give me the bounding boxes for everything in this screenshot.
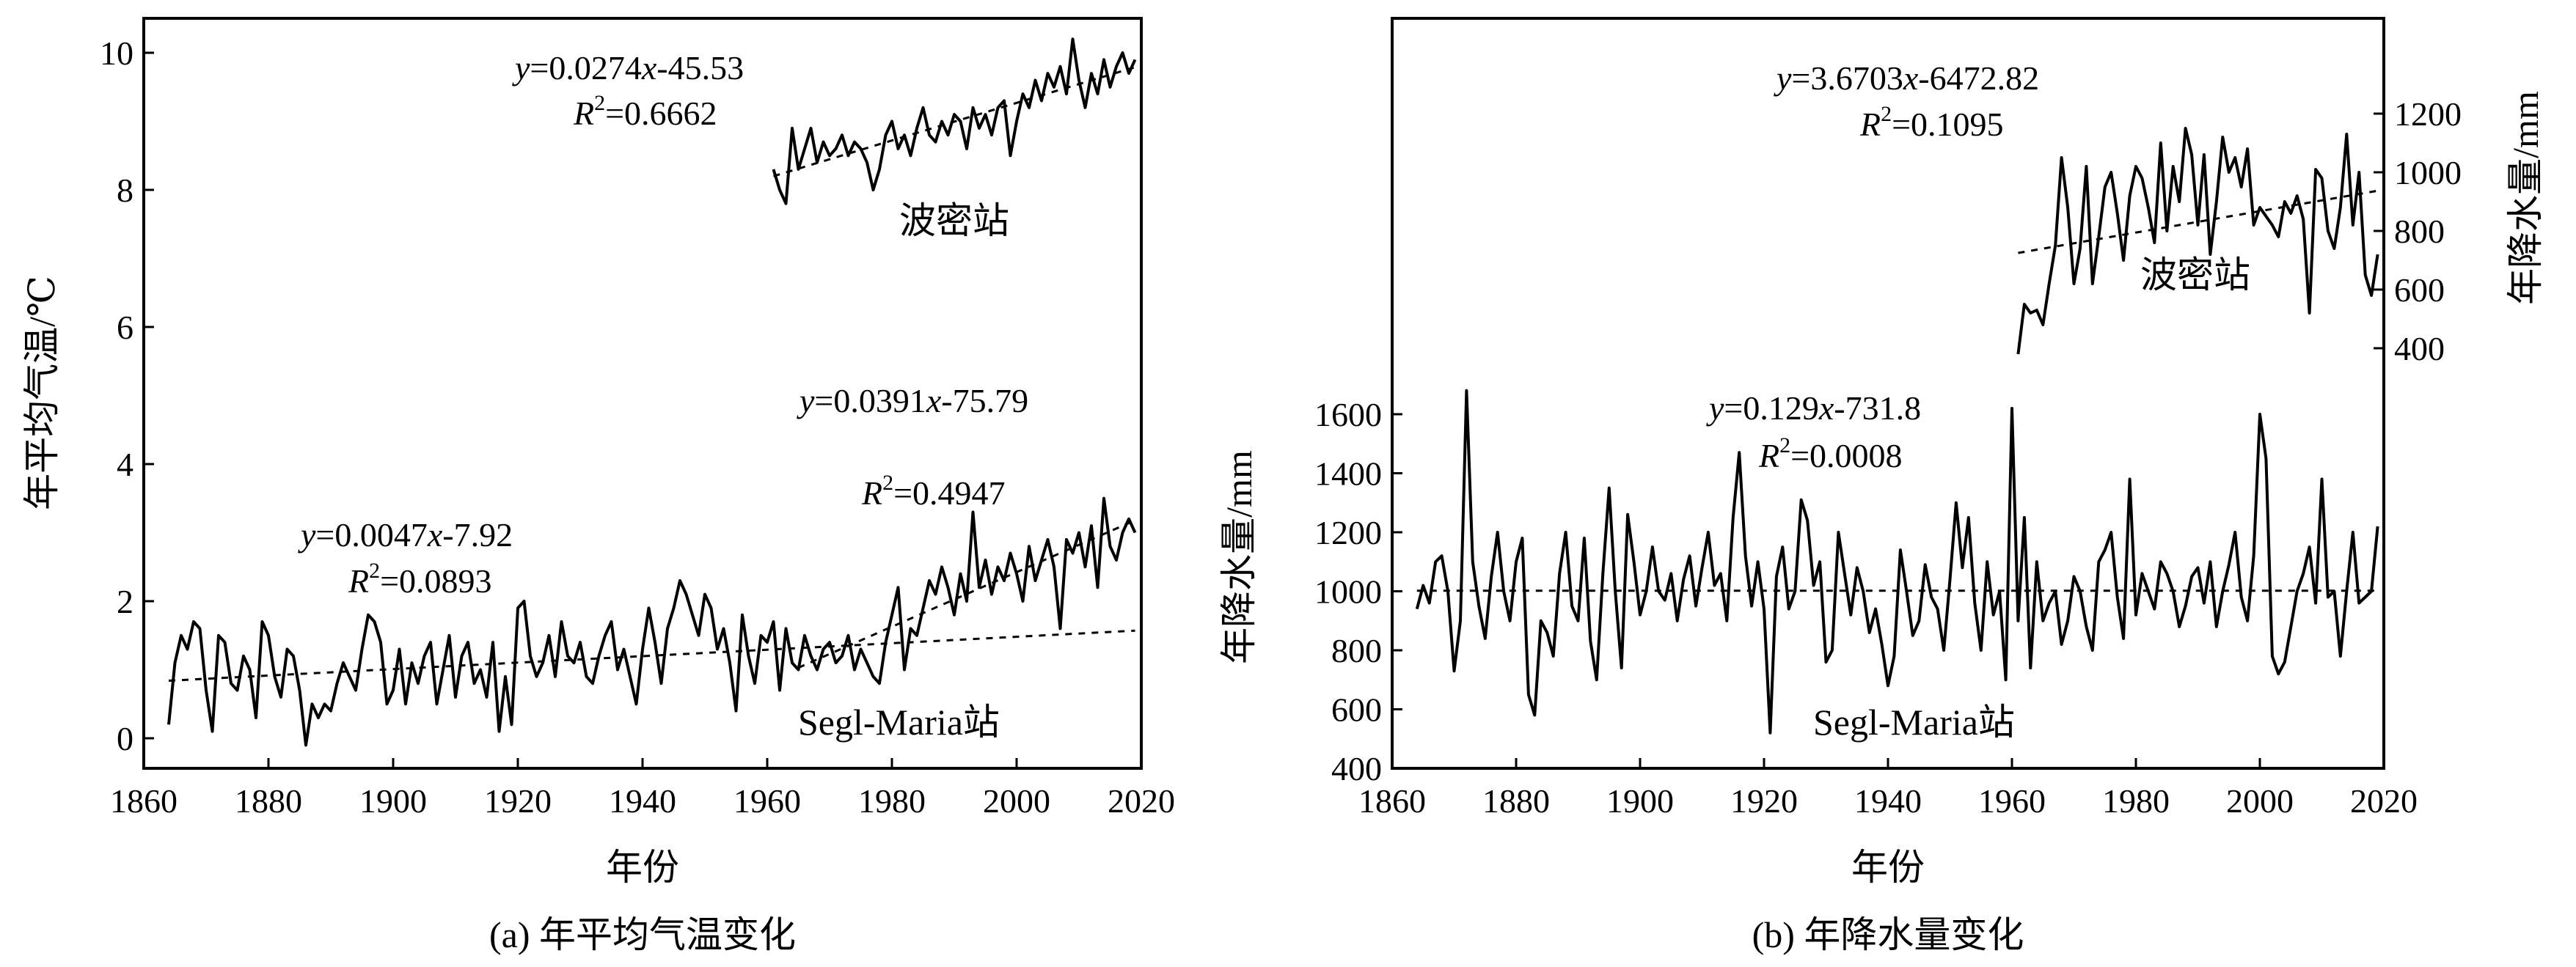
x-tick-label: 2000 bbox=[2226, 782, 2294, 820]
panel-b-bomi-equation: y=3.6703x-6472.82 bbox=[1774, 59, 2039, 97]
y-tick-label: 0 bbox=[117, 720, 133, 757]
right-y-tick-label: 1200 bbox=[2394, 95, 2462, 133]
panel-b-y-axis-title: 年降水量/mm bbox=[1218, 450, 1259, 664]
panel-b-segl-equation: y=0.129x-731.8 bbox=[1706, 389, 1921, 427]
panel-a-x-axis-title: 年份 bbox=[606, 847, 679, 888]
panel-a-segl-late-equation: y=0.0391x-75.79 bbox=[797, 382, 1028, 419]
panel-a-bomi-r2: R2=0.6662 bbox=[573, 91, 717, 132]
x-tick-label: 1900 bbox=[359, 782, 427, 820]
panel-b-segl-r2: R2=0.0008 bbox=[1758, 433, 1903, 474]
x-tick-label: 1900 bbox=[1606, 782, 1674, 820]
panel-a-bomi-station-label: 波密站 bbox=[899, 200, 1009, 241]
panel-b-right-y-ticks: 400 600 800 1000 1200 bbox=[2374, 95, 2462, 367]
right-y-tick-label: 600 bbox=[2394, 271, 2445, 309]
x-tick-label: 2020 bbox=[2350, 782, 2418, 820]
x-tick-label: 1960 bbox=[1978, 782, 2046, 820]
panel-b-y-ticks: 400 600 800 1000 1200 1400 1600 bbox=[1314, 396, 1402, 787]
panel-a-segl-late-r2: R2=0.4947 bbox=[861, 471, 1006, 512]
y-tick-label: 4 bbox=[117, 446, 133, 483]
trend-line bbox=[168, 629, 1135, 682]
y-tick-label: 400 bbox=[1331, 750, 1382, 787]
y-tick-label: 1400 bbox=[1314, 455, 1382, 493]
y-tick-label: 1600 bbox=[1314, 396, 1382, 433]
panel-b-bomi-station-label: 波密站 bbox=[2140, 254, 2250, 295]
x-tick-label: 1860 bbox=[1358, 782, 1426, 820]
series-line bbox=[1415, 389, 2379, 735]
right-y-tick-label: 800 bbox=[2394, 213, 2445, 250]
panel-b-caption: (b) 年降水量变化 bbox=[1752, 914, 2024, 955]
panel-a-series bbox=[167, 37, 1137, 747]
x-tick-label: 1920 bbox=[484, 782, 552, 820]
trend-line bbox=[2018, 189, 2378, 254]
x-tick-label: 1960 bbox=[733, 782, 801, 820]
y-tick-label: 800 bbox=[1331, 632, 1382, 669]
x-tick-label: 2020 bbox=[1108, 782, 1175, 820]
panel-a-segl-early-equation: y=0.0047x-7.92 bbox=[298, 516, 513, 554]
x-tick-label: 1980 bbox=[2102, 782, 2170, 820]
panel-a-caption: (a) 年平均气温变化 bbox=[489, 914, 796, 955]
x-tick-label: 1940 bbox=[609, 782, 676, 820]
y-tick-label: 10 bbox=[100, 34, 133, 72]
panel-b: 1860 1880 1900 1920 1940 1960 1980 2000 2020 400… bbox=[1218, 17, 2546, 955]
right-y-tick-label: 400 bbox=[2394, 330, 2445, 367]
panel-b-x-ticks: 1860 1880 1900 1920 1940 1960 1980 2000 2020 bbox=[1358, 758, 2418, 820]
series-line bbox=[167, 496, 1137, 747]
panel-a: 1860 1880 1900 1920 1940 1960 1980 2000 2020 0 2 4… bbox=[21, 17, 1175, 955]
panel-a-segl-early-r2: R2=0.0893 bbox=[348, 559, 492, 600]
trend-line bbox=[773, 66, 1135, 177]
panel-a-x-ticks: 1860 1880 1900 1920 1940 1960 1980 2000 2020 bbox=[110, 758, 1175, 820]
x-tick-label: 1880 bbox=[235, 782, 302, 820]
x-tick-label: 1920 bbox=[1730, 782, 1798, 820]
panel-a-y-ticks: 0 2 4 6 8 10 bbox=[100, 34, 154, 757]
panel-b-series bbox=[1415, 127, 2379, 735]
panel-a-segl-station-label: Segl-Maria站 bbox=[798, 702, 1000, 743]
x-tick-label: 1860 bbox=[110, 782, 178, 820]
y-tick-label: 1000 bbox=[1314, 573, 1382, 611]
trend-line bbox=[797, 519, 1136, 669]
panel-b-right-y-axis-title: 年降水量/mm bbox=[2505, 91, 2546, 305]
panel-b-x-axis-title: 年份 bbox=[1851, 847, 1925, 888]
series-line bbox=[772, 37, 1137, 205]
y-tick-label: 8 bbox=[117, 172, 133, 209]
x-tick-label: 1880 bbox=[1482, 782, 1550, 820]
y-tick-label: 1200 bbox=[1314, 514, 1382, 551]
x-tick-label: 1940 bbox=[1854, 782, 1922, 820]
x-tick-label: 1980 bbox=[858, 782, 926, 820]
x-tick-label: 2000 bbox=[983, 782, 1050, 820]
panel-b-segl-station-label: Segl-Maria站 bbox=[1813, 702, 2015, 743]
y-tick-label: 2 bbox=[117, 583, 133, 620]
series-line bbox=[2016, 127, 2379, 355]
right-y-tick-label: 1000 bbox=[2394, 154, 2462, 191]
panel-a-y-axis-title: 年平均气温/℃ bbox=[21, 276, 62, 510]
y-tick-label: 600 bbox=[1331, 691, 1382, 729]
y-tick-label: 6 bbox=[117, 309, 133, 346]
panel-a-bomi-equation: y=0.0274x-45.53 bbox=[512, 49, 744, 87]
panel-b-bomi-r2: R2=0.1095 bbox=[1859, 102, 2004, 143]
